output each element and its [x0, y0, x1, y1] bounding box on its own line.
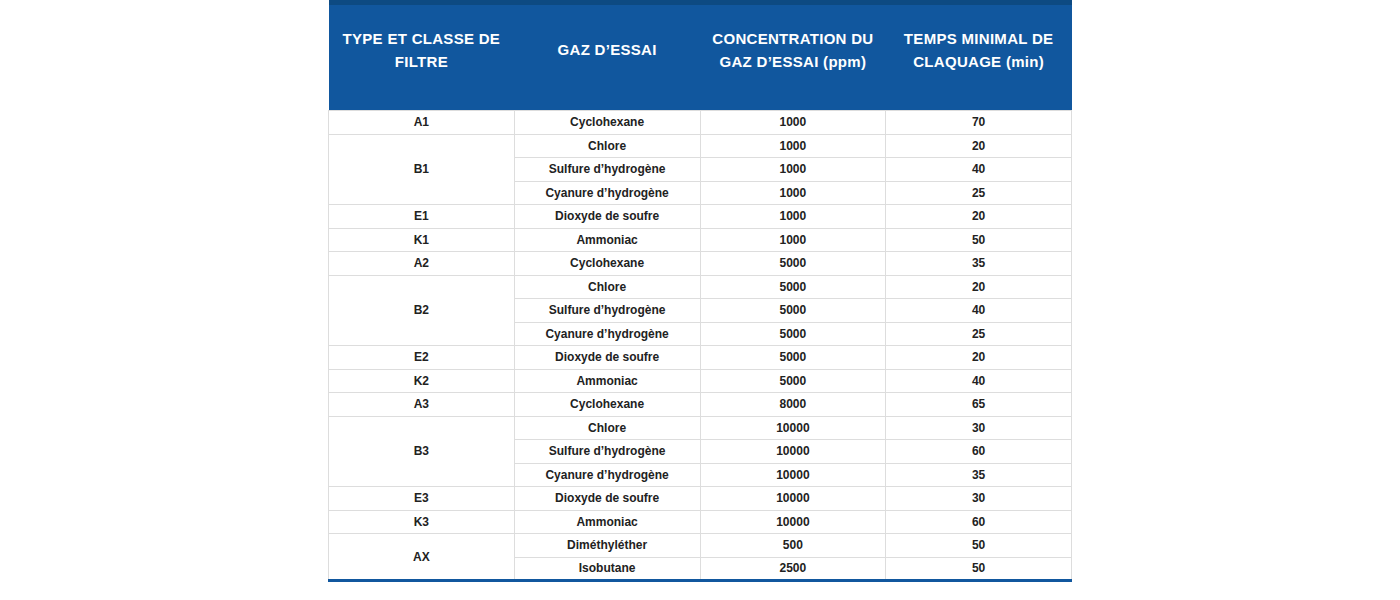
breakthrough-time-cell: 30 — [886, 416, 1072, 440]
test-gas-cell: Dioxyde de soufre — [514, 205, 700, 229]
breakthrough-time-cell: 40 — [886, 369, 1072, 393]
breakthrough-time-cell: 70 — [886, 111, 1072, 135]
concentration-cell: 1000 — [700, 205, 886, 229]
filter-type-cell: B1 — [329, 134, 515, 205]
test-gas-cell: Cyclohexane — [514, 252, 700, 276]
test-gas-cell: Isobutane — [514, 557, 700, 581]
breakthrough-time-cell: 20 — [886, 275, 1072, 299]
concentration-cell: 10000 — [700, 463, 886, 487]
concentration-cell: 5000 — [700, 275, 886, 299]
test-gas-cell: Sulfure d’hydrogène — [514, 299, 700, 323]
breakthrough-time-cell: 60 — [886, 440, 1072, 464]
filter-type-cell: E3 — [329, 487, 515, 511]
header-test-gas: GAZ D’ESSAI — [514, 3, 700, 111]
breakthrough-time-cell: 50 — [886, 534, 1072, 558]
test-gas-cell: Cyanure d’hydrogène — [514, 181, 700, 205]
breakthrough-time-cell: 30 — [886, 487, 1072, 511]
breakthrough-time-cell: 35 — [886, 463, 1072, 487]
breakthrough-time-cell: 25 — [886, 181, 1072, 205]
table-row: B1Chlore100020 — [329, 134, 1072, 158]
concentration-cell: 5000 — [700, 299, 886, 323]
table-container: TYPE ET CLASSE DE FILTRE GAZ D’ESSAI CON… — [328, 0, 1072, 600]
breakthrough-time-cell: 65 — [886, 393, 1072, 417]
table-row: E2Dioxyde de soufre500020 — [329, 346, 1072, 370]
table-row: B2Chlore500020 — [329, 275, 1072, 299]
concentration-cell: 5000 — [700, 346, 886, 370]
test-gas-cell: Cyanure d’hydrogène — [514, 463, 700, 487]
concentration-cell: 5000 — [700, 322, 886, 346]
test-gas-cell: Cyanure d’hydrogène — [514, 322, 700, 346]
test-gas-cell: Chlore — [514, 134, 700, 158]
table-row: B3Chlore1000030 — [329, 416, 1072, 440]
table-row: E3Dioxyde de soufre1000030 — [329, 487, 1072, 511]
filter-type-cell: E1 — [329, 205, 515, 229]
test-gas-cell: Ammoniac — [514, 228, 700, 252]
table-header: TYPE ET CLASSE DE FILTRE GAZ D’ESSAI CON… — [329, 3, 1072, 111]
filter-type-cell: K2 — [329, 369, 515, 393]
concentration-cell: 1000 — [700, 228, 886, 252]
table-row: K2Ammoniac500040 — [329, 369, 1072, 393]
breakthrough-time-cell: 20 — [886, 134, 1072, 158]
gas-filter-test-table: TYPE ET CLASSE DE FILTRE GAZ D’ESSAI CON… — [328, 0, 1072, 582]
header-filter-type: TYPE ET CLASSE DE FILTRE — [329, 3, 515, 111]
breakthrough-time-cell: 50 — [886, 557, 1072, 581]
filter-type-cell: A3 — [329, 393, 515, 417]
test-gas-cell: Cyclohexane — [514, 111, 700, 135]
test-gas-cell: Chlore — [514, 275, 700, 299]
breakthrough-time-cell: 20 — [886, 205, 1072, 229]
breakthrough-time-cell: 50 — [886, 228, 1072, 252]
filter-type-cell: A2 — [329, 252, 515, 276]
filter-type-cell: A1 — [329, 111, 515, 135]
filter-type-cell: AX — [329, 534, 515, 581]
concentration-cell: 1000 — [700, 134, 886, 158]
header-breakthrough-time: TEMPS MINIMAL DE CLAQUAGE (min) — [886, 3, 1072, 111]
test-gas-cell: Chlore — [514, 416, 700, 440]
concentration-cell: 10000 — [700, 510, 886, 534]
concentration-cell: 5000 — [700, 252, 886, 276]
test-gas-cell: Cyclohexane — [514, 393, 700, 417]
table-row: A1Cyclohexane100070 — [329, 111, 1072, 135]
filter-type-cell: K1 — [329, 228, 515, 252]
concentration-cell: 2500 — [700, 557, 886, 581]
concentration-cell: 5000 — [700, 369, 886, 393]
filter-type-cell: B2 — [329, 275, 515, 346]
concentration-cell: 8000 — [700, 393, 886, 417]
table-row: K1Ammoniac100050 — [329, 228, 1072, 252]
header-concentration: CONCENTRATION DU GAZ D’ESSAI (ppm) — [700, 3, 886, 111]
filter-type-cell: K3 — [329, 510, 515, 534]
test-gas-cell: Sulfure d’hydrogène — [514, 440, 700, 464]
filter-type-cell: E2 — [329, 346, 515, 370]
table-row: E1Dioxyde de soufre100020 — [329, 205, 1072, 229]
test-gas-cell: Dioxyde de soufre — [514, 487, 700, 511]
test-gas-cell: Sulfure d’hydrogène — [514, 158, 700, 182]
test-gas-cell: Ammoniac — [514, 369, 700, 393]
breakthrough-time-cell: 60 — [886, 510, 1072, 534]
table-row: AXDiméthyléther50050 — [329, 534, 1072, 558]
concentration-cell: 10000 — [700, 487, 886, 511]
header-row: TYPE ET CLASSE DE FILTRE GAZ D’ESSAI CON… — [329, 3, 1072, 111]
test-gas-cell: Diméthyléther — [514, 534, 700, 558]
concentration-cell: 1000 — [700, 158, 886, 182]
breakthrough-time-cell: 20 — [886, 346, 1072, 370]
concentration-cell: 500 — [700, 534, 886, 558]
concentration-cell: 10000 — [700, 440, 886, 464]
filter-type-cell: B3 — [329, 416, 515, 487]
breakthrough-time-cell: 40 — [886, 158, 1072, 182]
table-row: A3Cyclohexane800065 — [329, 393, 1072, 417]
concentration-cell: 1000 — [700, 111, 886, 135]
concentration-cell: 1000 — [700, 181, 886, 205]
concentration-cell: 10000 — [700, 416, 886, 440]
test-gas-cell: Dioxyde de soufre — [514, 346, 700, 370]
table-row: K3Ammoniac1000060 — [329, 510, 1072, 534]
breakthrough-time-cell: 35 — [886, 252, 1072, 276]
filter-table-body: A1Cyclohexane100070B1Chlore100020Sulfure… — [329, 111, 1072, 581]
breakthrough-time-cell: 40 — [886, 299, 1072, 323]
breakthrough-time-cell: 25 — [886, 322, 1072, 346]
table-row: A2Cyclohexane500035 — [329, 252, 1072, 276]
test-gas-cell: Ammoniac — [514, 510, 700, 534]
